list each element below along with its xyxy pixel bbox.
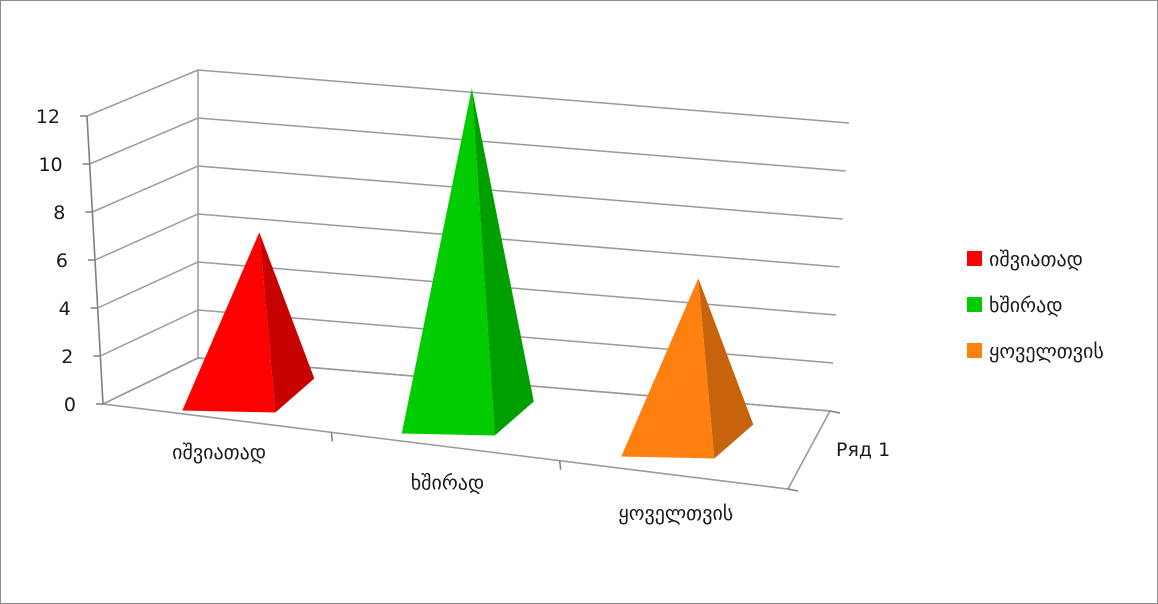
pyramid-front-face	[401, 88, 495, 436]
pyramid-1	[182, 232, 315, 413]
pyramid-2	[401, 88, 534, 436]
x-tick-mark	[558, 460, 562, 470]
category-label: ხშირად	[411, 471, 485, 495]
y-tick-label: 2	[61, 346, 73, 368]
legend-label: იშვიათად	[989, 247, 1083, 271]
pyramid-side-face	[471, 88, 534, 436]
pyramid-3	[621, 278, 754, 459]
pyramid-side-face	[259, 232, 315, 413]
y-tick-label: 0	[64, 394, 76, 416]
legend-swatch	[967, 297, 982, 312]
category-label: ყოველთვის	[618, 501, 733, 525]
y-tick-label: 4	[59, 298, 71, 320]
y-tick-label: 6	[56, 250, 68, 272]
legend-label: ხშირად	[989, 293, 1063, 317]
y-tick-label: 12	[36, 106, 60, 128]
x-tick-mark	[330, 432, 334, 442]
pyramid-side-face	[698, 278, 754, 459]
pyramid-front-face	[182, 232, 276, 413]
y-tick-label: 8	[53, 202, 65, 224]
legend-label: ყოველთვის	[989, 339, 1104, 363]
category-label: იშვიათად	[172, 440, 266, 464]
legend-swatch	[967, 343, 982, 358]
legend-swatch	[967, 251, 982, 266]
y-axis	[86, 115, 104, 405]
pyramid-front-face	[621, 278, 715, 459]
depth-tick-mark	[787, 488, 799, 492]
y-tick-label: 10	[38, 154, 62, 176]
depth-tick-mark	[829, 410, 841, 414]
series-axis-label: Ряд 1	[836, 439, 890, 461]
